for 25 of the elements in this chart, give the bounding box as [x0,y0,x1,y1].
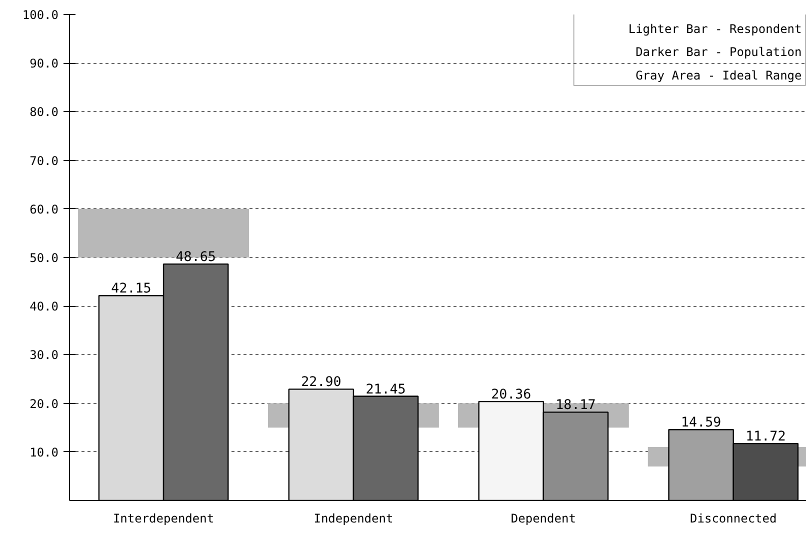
y-tick-label: 70.0 [30,154,59,168]
data-label: 11.72 [746,430,786,445]
annotation: Gray Area - Ideal Range [636,68,802,82]
data-label: 22.90 [301,375,342,390]
x-tick-label: Independent [314,512,394,526]
x-tick-label: Dependent [510,512,576,526]
data-label: 14.59 [681,416,722,431]
y-tick-label: 30.0 [30,348,59,362]
data-label: 48.65 [176,250,216,266]
annotation: Lighter Bar - Respondent [628,22,802,36]
x-tick-label: Interdependent [112,512,214,526]
y-tick-label: 10.0 [30,445,59,460]
y-tick-label: 60.0 [30,202,59,216]
data-label: 20.36 [491,388,532,403]
data-label: 18.17 [556,398,596,414]
x-tick-label: Disconnected [690,512,777,526]
y-tick-label: 90.0 [30,56,59,71]
y-tick-label: 80.0 [30,105,59,120]
y-tick-label: 20.0 [30,396,59,411]
y-tick-label: 100.0 [22,8,58,22]
data-label: 21.45 [366,382,406,398]
annotation: Darker Bar - Population [636,45,802,60]
y-tick-label: 40.0 [30,300,59,314]
y-tick-label: 50.0 [30,251,59,265]
data-label: 42.15 [111,282,152,297]
